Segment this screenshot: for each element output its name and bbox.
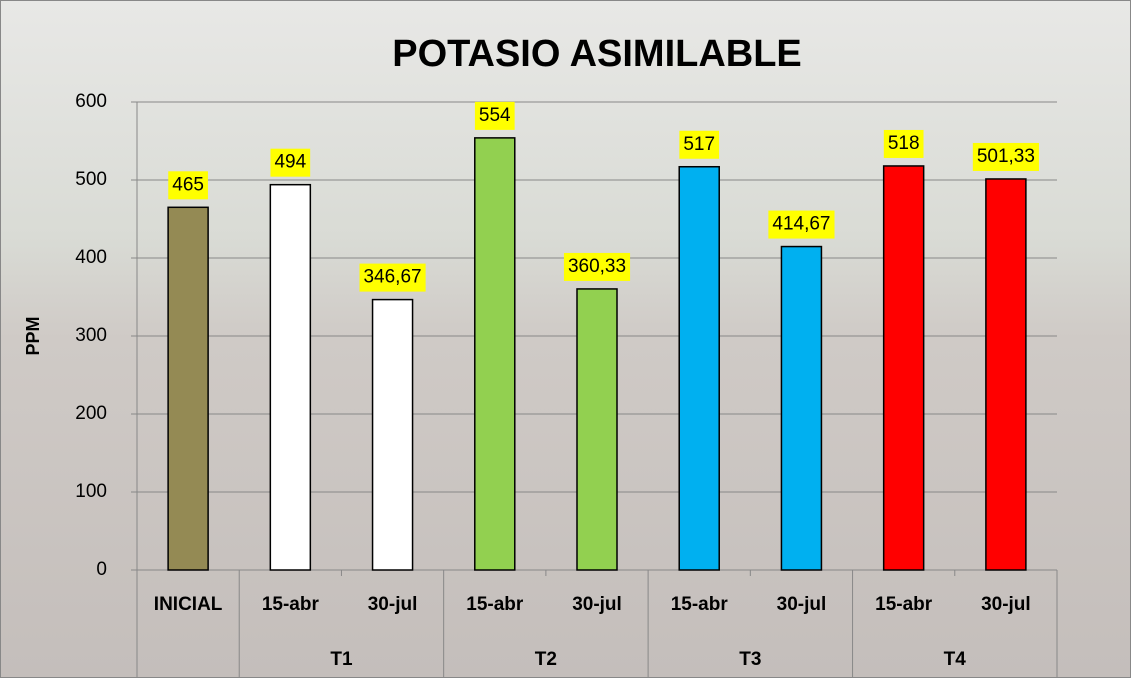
value-label-box [679,130,720,159]
y-tick-label: 100 [75,481,107,502]
x-tick-label: 30-jul [368,594,418,615]
value-label-box [768,210,835,239]
value-label: 360,33 [568,256,626,277]
value-label: 346,67 [363,267,421,288]
x-tick-label: 15-abr [671,594,729,615]
y-tick-label: 200 [75,403,107,424]
bar [371,298,414,571]
group-label: T4 [944,649,967,670]
x-tick-label: 30-jul [777,594,827,615]
y-axis-label: PPM [23,316,43,355]
value-label-box [883,129,924,158]
bar [780,245,823,571]
bar [882,165,925,571]
value-label-box [359,263,426,292]
chart-title: POTASIO ASIMILABLE [392,33,802,75]
x-tick-label: 15-abr [262,594,320,615]
y-tick-label: 500 [75,169,107,190]
x-tick-label: 15-abr [466,594,524,615]
y-tick-label: 400 [75,247,107,268]
bar [269,183,312,571]
x-tick-label: INICIAL [154,594,223,615]
value-label-box [972,142,1039,171]
value-label: 494 [274,152,306,173]
value-label-box [168,171,208,200]
bar [576,288,618,571]
y-tick-label: 300 [75,325,107,346]
value-label: 414,67 [772,214,830,235]
bar [678,165,720,571]
value-label: 501,33 [977,146,1035,167]
bar [474,137,516,571]
value-label: 554 [479,105,511,126]
value-label-box [474,101,515,130]
value-label: 465 [172,174,204,195]
value-label: 518 [888,133,920,154]
bar [985,178,1027,571]
x-tick-label: 15-abr [875,594,933,615]
value-label-box [270,148,311,177]
y-tick-label: 600 [75,91,107,112]
y-tick-label: 0 [96,559,107,580]
bar [167,206,209,571]
group-label: T3 [739,649,761,670]
group-label: T1 [330,649,353,670]
value-label-box [563,252,631,281]
x-tick-label: 30-jul [572,594,622,615]
x-tick-label: 30-jul [981,594,1031,615]
value-label: 517 [683,134,715,155]
group-label: T2 [535,649,557,670]
